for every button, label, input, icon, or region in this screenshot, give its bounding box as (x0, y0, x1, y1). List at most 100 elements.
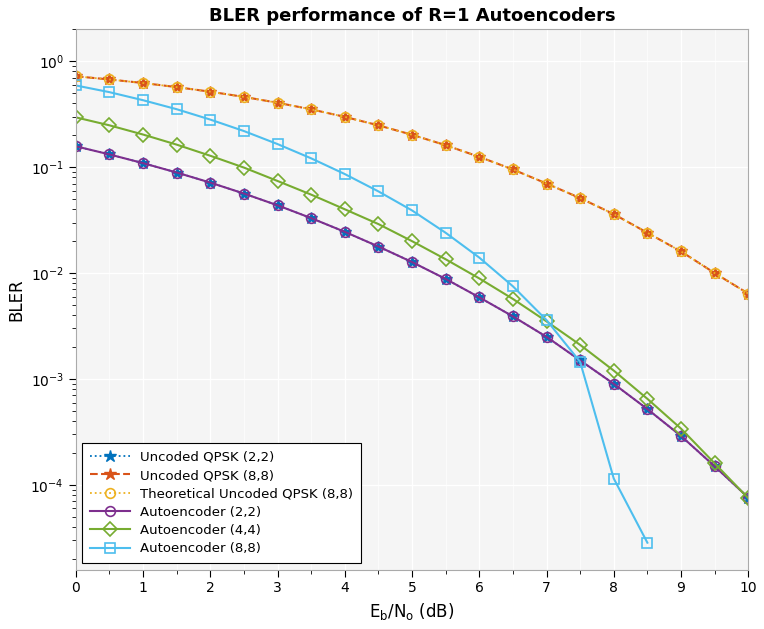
Autoencoder (2,2) (71, 143, 80, 150)
Line: Autoencoder (2,2): Autoencoder (2,2) (71, 142, 753, 503)
Theoretical Uncoded QPSK (8,8) (273, 99, 282, 106)
Autoencoder (2,2) (206, 179, 215, 186)
Y-axis label: BLER: BLER (7, 278, 25, 321)
Uncoded QPSK (8,8) (542, 180, 551, 187)
Autoencoder (4,4) (609, 367, 618, 374)
Line: Autoencoder (4,4): Autoencoder (4,4) (71, 113, 753, 503)
Autoencoder (2,2) (609, 380, 618, 387)
Uncoded QPSK (8,8) (575, 194, 584, 202)
Autoencoder (2,2) (407, 259, 416, 266)
Uncoded QPSK (2,2) (609, 380, 618, 387)
Autoencoder (8,8) (643, 539, 652, 547)
Autoencoder (4,4) (542, 318, 551, 325)
Autoencoder (2,2) (138, 159, 147, 167)
Uncoded QPSK (8,8) (508, 165, 517, 173)
Autoencoder (2,2) (542, 333, 551, 341)
Theoretical Uncoded QPSK (8,8) (306, 106, 316, 113)
Uncoded QPSK (8,8) (105, 75, 114, 83)
Uncoded QPSK (2,2) (407, 259, 416, 266)
Uncoded QPSK (2,2) (743, 494, 753, 501)
Uncoded QPSK (2,2) (105, 150, 114, 158)
Uncoded QPSK (2,2) (441, 275, 450, 282)
Uncoded QPSK (8,8) (710, 269, 719, 277)
Theoretical Uncoded QPSK (8,8) (508, 165, 517, 173)
Uncoded QPSK (8,8) (676, 248, 685, 255)
Theoretical Uncoded QPSK (8,8) (138, 79, 147, 87)
Theoretical Uncoded QPSK (8,8) (105, 75, 114, 83)
Autoencoder (4,4) (105, 121, 114, 129)
Autoencoder (4,4) (743, 494, 753, 502)
Autoencoder (4,4) (273, 177, 282, 185)
Autoencoder (2,2) (239, 190, 248, 198)
Uncoded QPSK (8,8) (239, 93, 248, 101)
Uncoded QPSK (2,2) (643, 405, 652, 413)
Autoencoder (4,4) (575, 341, 584, 348)
Theoretical Uncoded QPSK (8,8) (374, 121, 383, 129)
Autoencoder (8,8) (407, 207, 416, 214)
Theoretical Uncoded QPSK (8,8) (407, 131, 416, 138)
Uncoded QPSK (8,8) (306, 106, 316, 113)
Theoretical Uncoded QPSK (8,8) (643, 229, 652, 237)
Theoretical Uncoded QPSK (8,8) (340, 113, 349, 121)
Autoencoder (2,2) (105, 150, 114, 158)
Uncoded QPSK (2,2) (138, 159, 147, 167)
Theoretical Uncoded QPSK (8,8) (542, 180, 551, 187)
Autoencoder (2,2) (273, 201, 282, 209)
Autoencoder (2,2) (474, 294, 484, 301)
Theoretical Uncoded QPSK (8,8) (206, 88, 215, 96)
Autoencoder (2,2) (710, 462, 719, 470)
Autoencoder (4,4) (239, 164, 248, 171)
Uncoded QPSK (2,2) (306, 214, 316, 222)
Uncoded QPSK (8,8) (273, 99, 282, 106)
Uncoded QPSK (2,2) (71, 143, 80, 150)
Autoencoder (8,8) (105, 89, 114, 96)
Autoencoder (4,4) (643, 395, 652, 403)
Uncoded QPSK (8,8) (609, 210, 618, 218)
Autoencoder (4,4) (206, 152, 215, 160)
Autoencoder (8,8) (609, 475, 618, 482)
Uncoded QPSK (2,2) (340, 228, 349, 236)
Autoencoder (2,2) (340, 228, 349, 236)
Theoretical Uncoded QPSK (8,8) (239, 93, 248, 101)
Autoencoder (8,8) (71, 82, 80, 89)
Autoencoder (4,4) (138, 131, 147, 138)
Line: Autoencoder (8,8): Autoencoder (8,8) (71, 81, 652, 548)
Autoencoder (8,8) (575, 358, 584, 365)
Autoencoder (8,8) (508, 282, 517, 290)
Uncoded QPSK (8,8) (138, 79, 147, 87)
Theoretical Uncoded QPSK (8,8) (172, 83, 181, 91)
Theoretical Uncoded QPSK (8,8) (609, 210, 618, 218)
Uncoded QPSK (2,2) (676, 432, 685, 440)
Uncoded QPSK (8,8) (172, 83, 181, 91)
Autoencoder (2,2) (306, 214, 316, 222)
Autoencoder (4,4) (71, 114, 80, 121)
Title: BLER performance of R=1 Autoencoders: BLER performance of R=1 Autoencoders (209, 7, 615, 25)
Autoencoder (2,2) (743, 494, 753, 501)
Uncoded QPSK (2,2) (172, 169, 181, 176)
Autoencoder (4,4) (340, 206, 349, 213)
Uncoded QPSK (8,8) (643, 229, 652, 237)
Theoretical Uncoded QPSK (8,8) (743, 290, 753, 298)
Autoencoder (8,8) (340, 170, 349, 178)
Autoencoder (8,8) (474, 253, 484, 261)
Autoencoder (8,8) (138, 96, 147, 104)
Autoencoder (2,2) (374, 243, 383, 250)
Autoencoder (2,2) (643, 405, 652, 413)
Line: Uncoded QPSK (2,2): Uncoded QPSK (2,2) (70, 140, 755, 504)
Uncoded QPSK (8,8) (743, 290, 753, 298)
Uncoded QPSK (2,2) (508, 313, 517, 320)
Autoencoder (2,2) (172, 169, 181, 176)
Uncoded QPSK (2,2) (273, 201, 282, 209)
Uncoded QPSK (8,8) (374, 121, 383, 129)
Theoretical Uncoded QPSK (8,8) (676, 248, 685, 255)
Autoencoder (4,4) (172, 141, 181, 148)
Autoencoder (2,2) (508, 313, 517, 320)
Autoencoder (4,4) (508, 295, 517, 303)
Autoencoder (8,8) (172, 106, 181, 113)
Autoencoder (4,4) (306, 191, 316, 198)
Line: Uncoded QPSK (8,8): Uncoded QPSK (8,8) (70, 70, 755, 300)
Theoretical Uncoded QPSK (8,8) (71, 72, 80, 80)
Autoencoder (8,8) (206, 116, 215, 123)
X-axis label: $\mathregular{E_b/N_o}$ (dB): $\mathregular{E_b/N_o}$ (dB) (370, 601, 455, 622)
Theoretical Uncoded QPSK (8,8) (710, 269, 719, 277)
